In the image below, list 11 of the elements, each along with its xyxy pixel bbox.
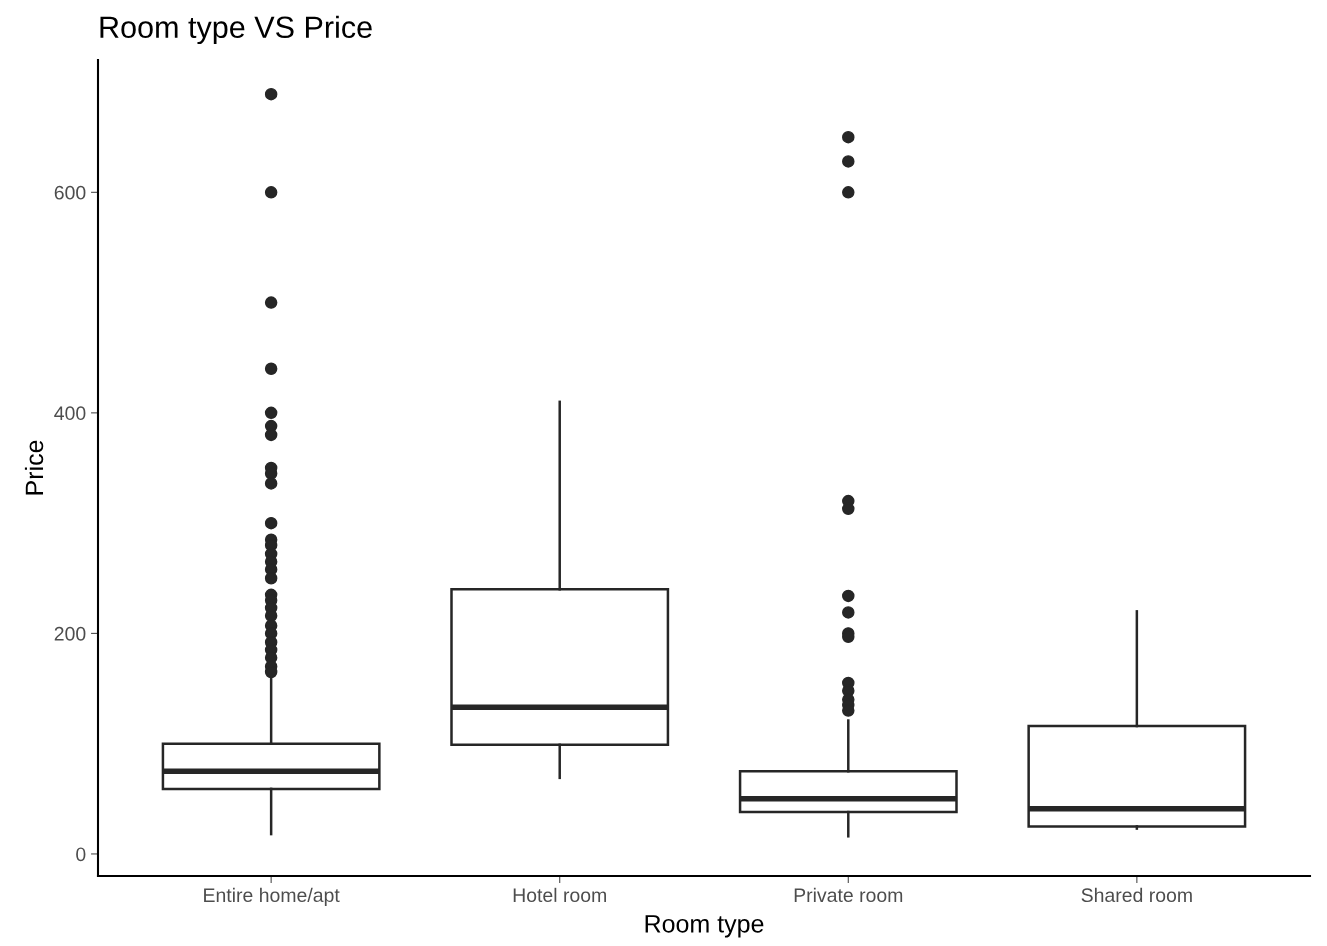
x-axis-title: Room type [645,915,764,938]
x-tick-label: Shared room [1081,887,1192,903]
chart-title: Room type VS Price [100,15,372,45]
y-tick-label: 400 [54,406,86,421]
y-tick-label: 200 [54,626,86,641]
y-tick-label: 600 [54,185,86,200]
y-tick-label: 0 [76,847,86,862]
y-axis-title: Price [24,440,44,495]
x-tick-label: Entire home/apt [204,887,340,906]
x-tick-label: Private room [794,887,903,903]
x-tick-label: Hotel room [513,887,606,903]
